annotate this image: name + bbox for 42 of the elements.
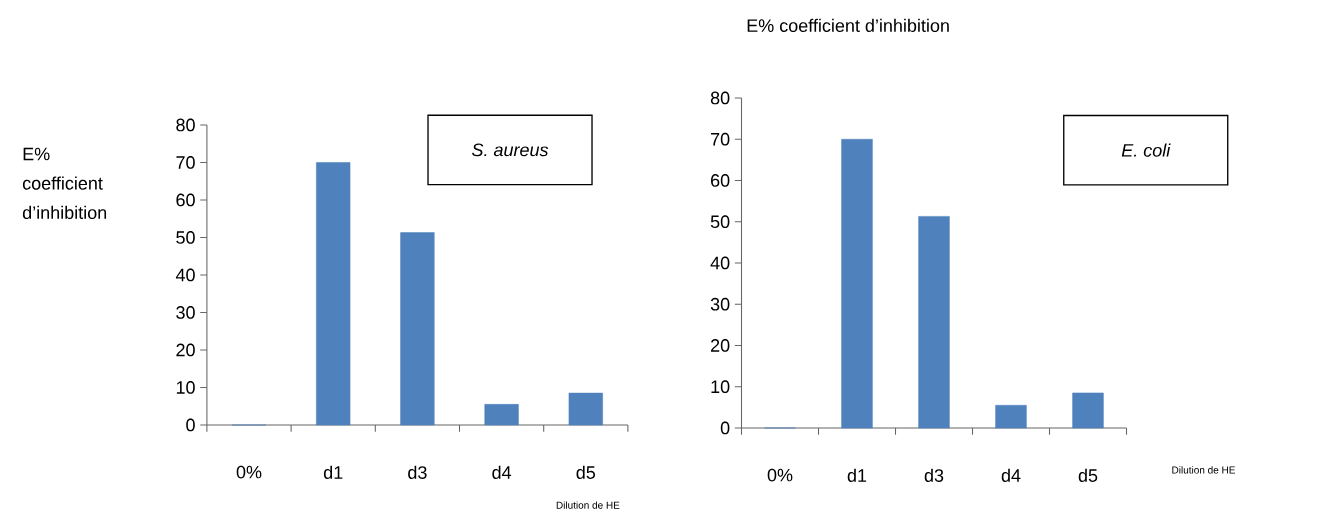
x-tick-label: d1 (323, 465, 343, 479)
bar (316, 162, 351, 426)
x-tick-label: 0% (767, 468, 793, 482)
y-tick-label: 80 (176, 118, 195, 132)
x-tick-label: d3 (408, 465, 427, 479)
bar (918, 216, 950, 429)
x-tick-label: d3 (924, 468, 944, 482)
y-tick-label: 10 (711, 380, 730, 394)
annotation: S. aureus (472, 143, 549, 157)
bar (568, 392, 603, 426)
x-tick-label: d5 (576, 465, 596, 479)
bar (995, 405, 1027, 429)
bar (484, 404, 519, 426)
y-tick-label: 70 (176, 156, 195, 169)
x-tick-label: d4 (492, 465, 512, 479)
y-tick-label: 80 (710, 91, 730, 105)
y-tick-label: 0 (186, 418, 195, 432)
y-tick-label: 0 (720, 421, 730, 435)
y-tick-label: 50 (176, 231, 195, 244)
y-tick-label: 20 (711, 339, 730, 352)
bar (1072, 392, 1104, 429)
x-tick-label: 0% (236, 465, 262, 479)
y-tick-label: 40 (710, 256, 730, 270)
y-tick-label: 50 (710, 215, 730, 229)
y-tick-label: 60 (711, 174, 730, 187)
x-tick-label: d5 (1078, 468, 1098, 482)
y-tick-label: 60 (176, 193, 195, 207)
y-tick-label: 30 (176, 306, 195, 319)
annotation: E. coli (1121, 143, 1171, 157)
x-axis-title: Dilution de HE (556, 501, 620, 509)
y-tick-label: 70 (711, 132, 730, 146)
x-tick-label: d1 (847, 468, 867, 482)
y-tick-label: 10 (176, 381, 195, 394)
y-axis-title: E% coefficient d’inhibition (747, 18, 949, 32)
bar (400, 232, 435, 426)
bar (841, 138, 873, 429)
y-tick-label: 30 (710, 297, 730, 311)
y-tick-label: 40 (175, 268, 195, 282)
y-tick-label: 20 (176, 343, 195, 357)
x-tick-label: d4 (1001, 468, 1021, 482)
y-axis-title: E% coefficient d’inhibition (22, 147, 107, 220)
x-axis-title: Dilution de HE (1172, 466, 1235, 474)
